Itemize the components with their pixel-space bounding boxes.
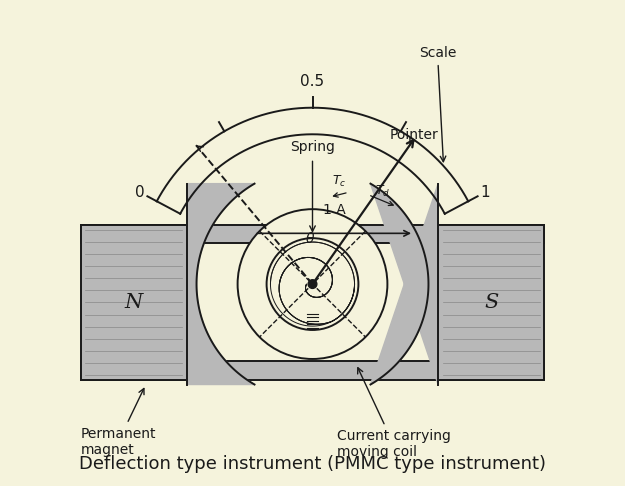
Circle shape <box>238 209 388 359</box>
Bar <box>438 225 544 380</box>
Text: $T_d$: $T_d$ <box>375 184 390 199</box>
Bar <box>81 225 544 243</box>
Text: Deflection type instrument (PMMC type instrument): Deflection type instrument (PMMC type in… <box>79 454 546 472</box>
Bar <box>81 225 187 380</box>
Circle shape <box>267 238 358 330</box>
Text: Current carrying
moving coil: Current carrying moving coil <box>337 368 451 459</box>
Text: $T_c$: $T_c$ <box>332 174 346 189</box>
Text: 0: 0 <box>135 185 144 200</box>
Text: S: S <box>484 293 498 312</box>
Text: 1 A: 1 A <box>323 203 346 217</box>
Text: Scale: Scale <box>419 46 456 162</box>
Circle shape <box>308 280 317 288</box>
Polygon shape <box>187 184 254 384</box>
Text: Permanent
magnet: Permanent magnet <box>81 388 156 457</box>
Bar <box>81 362 544 380</box>
Polygon shape <box>371 184 438 384</box>
Text: 0.5: 0.5 <box>301 74 324 89</box>
Text: Pointer: Pointer <box>390 128 439 145</box>
Text: N: N <box>124 293 143 312</box>
Text: 1: 1 <box>481 185 490 200</box>
Text: θ: θ <box>306 232 314 246</box>
Text: Spring: Spring <box>290 140 335 154</box>
